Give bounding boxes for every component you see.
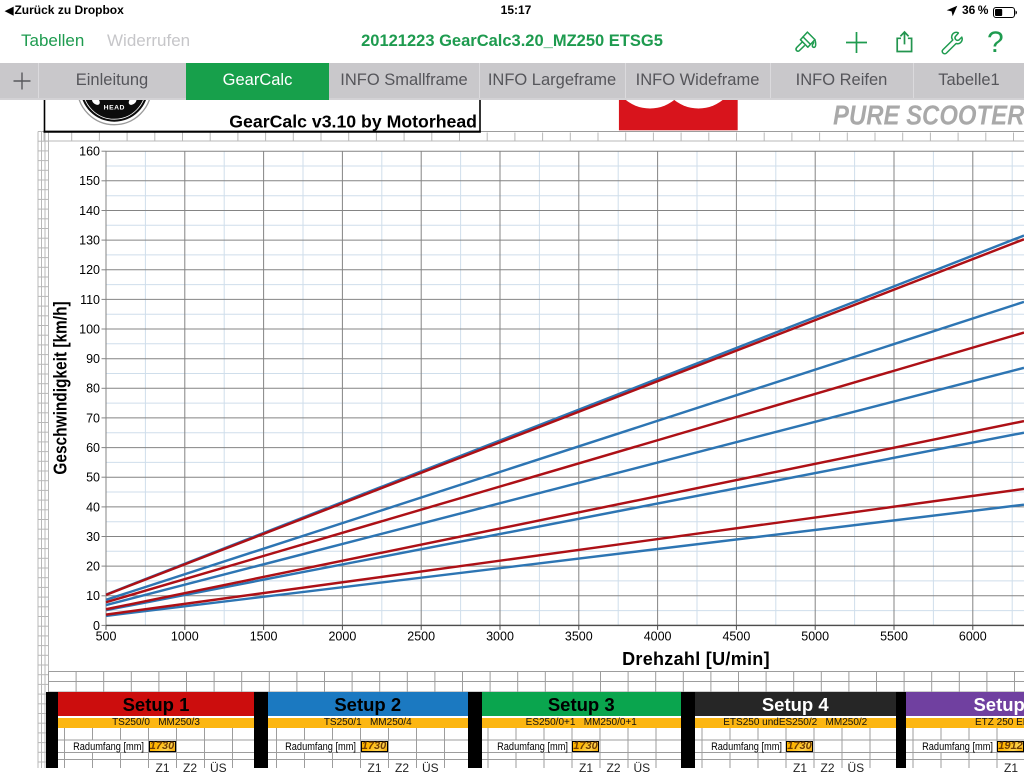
svg-text:20: 20 [86,560,100,574]
svg-text:HEAD: HEAD [104,105,125,112]
svg-text:70: 70 [86,411,100,425]
svg-text:40: 40 [86,500,100,514]
svg-text:150: 150 [79,174,100,188]
svg-text:3500: 3500 [565,629,593,643]
svg-text:1500: 1500 [250,629,278,643]
svg-text:60: 60 [86,441,100,455]
svg-text:1000: 1000 [171,629,199,643]
svg-text:Geschwindigkeit [km/h]: Geschwindigkeit [km/h] [50,301,71,474]
svg-text:30: 30 [86,530,100,544]
svg-text:80: 80 [86,382,100,396]
svg-text:4000: 4000 [644,629,672,643]
svg-text:5500: 5500 [880,629,908,643]
svg-text:2000: 2000 [328,629,356,643]
svg-text:0: 0 [93,619,100,633]
svg-text:50: 50 [86,471,100,485]
svg-text:5000: 5000 [801,629,829,643]
svg-text:110: 110 [80,293,100,307]
svg-text:6000: 6000 [959,629,987,643]
svg-text:2500: 2500 [407,629,435,643]
svg-text:PURE SCOOTERING: PURE SCOOTERING [833,101,1024,131]
svg-text:10: 10 [86,589,100,603]
svg-text:3000: 3000 [486,629,514,643]
svg-text:GearCalc v3.10 by Motorhead: GearCalc v3.10 by Motorhead [229,112,477,132]
svg-text:500: 500 [96,629,117,643]
svg-text:4500: 4500 [722,629,750,643]
svg-text:140: 140 [79,204,100,218]
svg-text:90: 90 [86,352,100,366]
svg-text:160: 160 [79,145,100,159]
svg-text:100: 100 [79,322,100,336]
svg-text:120: 120 [79,263,100,277]
svg-text:130: 130 [79,234,100,248]
svg-text:Drehzahl [U/min]: Drehzahl [U/min] [622,649,770,669]
